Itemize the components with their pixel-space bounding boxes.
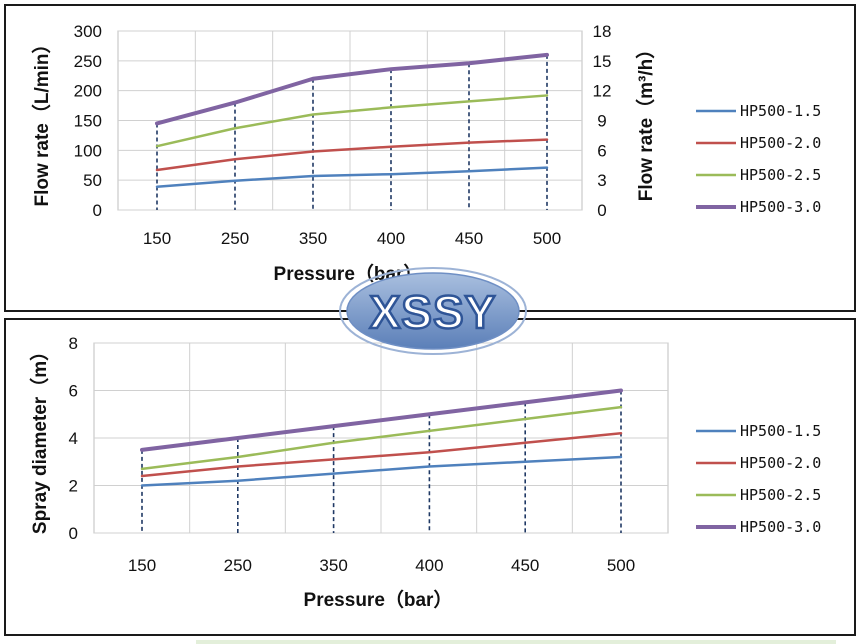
y2-tick-label: 12 [593,82,612,101]
y2-tick-label: 0 [597,201,606,220]
y-tick-label: 50 [83,171,102,190]
y2-tick-label: 15 [593,52,612,71]
legend-label: HP500-2.0 [740,454,821,472]
x-tick-label: 350 [299,229,327,248]
y-tick-label: 8 [69,334,78,353]
legend-label: HP500-1.5 [740,422,821,440]
x-tick-label: 350 [319,556,347,575]
y-tick-label: 250 [74,52,102,71]
y-axis-title: Spray diameter（m） [28,342,51,534]
series-line-HP500-3.0 [140,388,623,452]
legend-label: HP500-2.5 [740,166,821,184]
y2-tick-label: 3 [597,171,606,190]
y-tick-label: 0 [93,201,102,220]
series-line-HP500-2.5 [155,94,549,148]
logo-text: XSSY [370,286,497,338]
series-line-HP500-1.5 [140,455,623,487]
y-tick-label: 300 [74,22,102,41]
legend-label: HP500-1.5 [740,102,821,120]
y2-tick-label: 18 [593,22,612,41]
series-line-HP500-2.5 [140,405,623,471]
y-axis-title: Flow rate（L/min） [30,34,53,206]
y2-axis-title: Flow rate（m³/h） [634,40,657,202]
y-tick-label: 6 [69,382,78,401]
series-line-HP500-2.0 [140,432,623,478]
y-tick-label: 4 [69,429,78,448]
legend-label: HP500-3.0 [740,198,821,216]
y2-tick-label: 9 [597,112,606,131]
y-tick-label: 100 [74,141,102,160]
x-tick-label: 500 [607,556,635,575]
series-line-HP500-1.5 [155,166,549,188]
flow-rate-chart: 0 50 100 150 200 250 300 0 3 6 9 12 15 18 150 250 350 400… [30,22,821,285]
legend-label: HP500-3.0 [740,518,821,536]
x-tick-label: 450 [455,229,483,248]
legend-label: HP500-2.5 [740,486,821,504]
y-tick-label: 150 [74,112,102,131]
xssy-logo: XSSY [339,267,527,355]
bottom-divider [196,640,836,644]
x-tick-label: 250 [224,556,252,575]
y-tick-label: 0 [69,524,78,543]
series-line-HP500-2.0 [155,138,549,172]
x-tick-label: 450 [511,556,539,575]
x-axis-title: Pressure（bar） [304,588,453,611]
x-tick-label: 400 [377,229,405,248]
series-line-HP500-3.0 [155,52,549,126]
x-tick-label: 500 [533,229,561,248]
x-tick-label: 400 [415,556,443,575]
legend-label: HP500-2.0 [740,134,821,152]
x-tick-label: 150 [128,556,156,575]
y-tick-label: 2 [69,477,78,496]
y-tick-label: 200 [74,82,102,101]
x-tick-label: 250 [221,229,249,248]
x-tick-label: 150 [143,229,171,248]
y2-tick-label: 6 [597,141,606,160]
